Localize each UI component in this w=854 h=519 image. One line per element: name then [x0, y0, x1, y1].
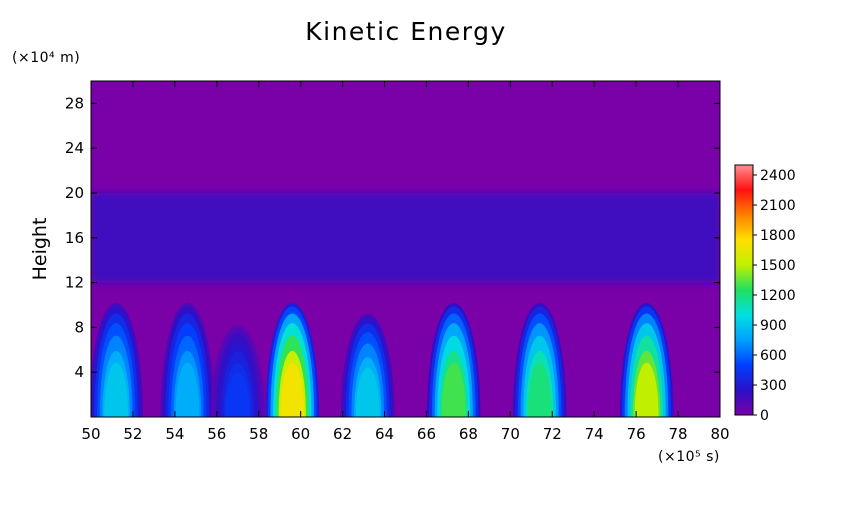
colorbar-tick-label: 2400: [760, 168, 796, 184]
x-tick-label: 64: [375, 425, 394, 443]
x-tick-label: 72: [543, 425, 562, 443]
x-tick-label: 78: [669, 425, 688, 443]
burst-contour: [634, 362, 659, 417]
colorbar-tick-label: 1500: [760, 258, 796, 274]
colorbar: 0 300 600 900 1200 1500 1800 2100 2400: [734, 164, 796, 424]
y-tick-label: 16: [65, 229, 84, 247]
x-tick-label: 60: [291, 425, 310, 443]
x-tick-label: 80: [710, 425, 729, 443]
burst-contour: [280, 362, 305, 417]
energy-burst: [427, 303, 481, 417]
upper-energy-band: [91, 193, 720, 283]
x-unit-label: (×10⁵ s): [658, 449, 720, 465]
burst-contour: [104, 362, 128, 417]
x-tick-label: 70: [501, 425, 520, 443]
chart-title: Kinetic Energy: [305, 17, 507, 46]
burst-contour: [441, 362, 466, 417]
x-tick-label: 76: [627, 425, 646, 443]
x-tick-label: 52: [123, 425, 142, 443]
energy-burst: [160, 303, 215, 417]
x-axis: 50 52 54 56 58 60 62 64 66 68 70 72 74 76 78 80: [81, 81, 730, 443]
x-tick-label: 74: [585, 425, 604, 443]
energy-burst: [265, 303, 319, 417]
y-tick-label: 20: [65, 184, 84, 202]
energy-burst: [341, 314, 395, 417]
colorbar-tick-label: 600: [760, 348, 787, 364]
x-tick-label: 62: [333, 425, 352, 443]
energy-burst: [91, 303, 143, 417]
energy-burst: [512, 303, 567, 417]
colorbar-tick-label: 0: [760, 408, 769, 424]
energy-burst: [619, 303, 674, 417]
y-tick-label: 24: [65, 139, 84, 157]
y-unit-label: (×10⁴ m): [12, 50, 80, 66]
x-tick-label: 50: [81, 425, 100, 443]
y-axis: 4 8 12 16 20 24 28: [65, 94, 720, 381]
energy-burst: [211, 325, 265, 417]
plot-frame: [90, 80, 721, 418]
heatmap-plot-area: [91, 81, 720, 417]
y-tick-label: 8: [74, 318, 84, 336]
burst-contour: [175, 362, 200, 417]
y-tick-label: 28: [65, 94, 84, 112]
colorbar-tick-label: 1800: [760, 228, 796, 244]
y-axis-label: Height: [29, 218, 51, 281]
x-tick-label: 66: [417, 425, 436, 443]
colorbar-tick-label: 300: [760, 378, 787, 394]
x-tick-label: 68: [459, 425, 478, 443]
colorbar-tick-label: 1200: [760, 288, 796, 304]
burst-contour: [225, 372, 250, 417]
colorbar-tick-label: 900: [760, 318, 787, 334]
colorbar-gradient: [734, 164, 754, 416]
burst-contour: [355, 367, 380, 417]
colorbar-tick-label: 2100: [760, 198, 796, 214]
x-tick-label: 56: [207, 425, 226, 443]
y-tick-label: 12: [65, 274, 84, 292]
burst-contour: [527, 362, 552, 417]
x-tick-label: 54: [165, 425, 184, 443]
y-tick-label: 4: [74, 363, 84, 381]
x-tick-label: 58: [249, 425, 268, 443]
